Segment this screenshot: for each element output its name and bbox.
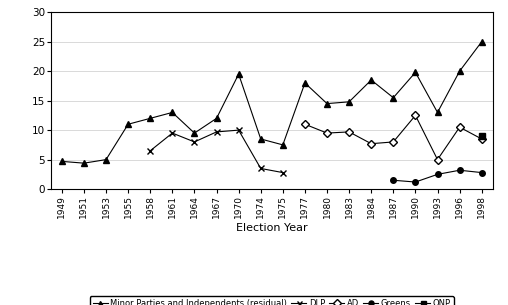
AD [434,158,440,161]
AD [346,130,352,134]
DLP [147,149,153,152]
Minor Parties and Independents (residual) [147,117,153,120]
Minor Parties and Independents (residual) [81,161,87,165]
AD [368,142,374,145]
DLP [192,140,198,144]
Minor Parties and Independents (residual) [390,96,396,99]
AD [302,122,308,126]
Line: AD: AD [302,113,485,162]
Line: DLP: DLP [147,127,285,175]
Minor Parties and Independents (residual) [125,122,131,126]
Greens [457,168,463,172]
DLP [236,128,242,132]
DLP [213,130,219,134]
Minor Parties and Independents (residual) [192,131,198,135]
Minor Parties and Independents (residual) [59,160,65,163]
Minor Parties and Independents (residual) [236,72,242,76]
DLP [280,171,286,174]
Minor Parties and Independents (residual) [324,102,330,106]
Minor Parties and Independents (residual) [213,117,219,120]
Greens [412,180,419,184]
Line: Greens: Greens [391,167,485,185]
DLP [169,131,175,135]
Minor Parties and Independents (residual) [368,78,374,82]
Legend: Minor Parties and Independents (residual), DLP, AD, Greens, ONP: Minor Parties and Independents (residual… [89,296,454,305]
AD [412,113,419,117]
AD [457,125,463,129]
Greens [390,178,396,182]
Minor Parties and Independents (residual) [457,69,463,73]
Minor Parties and Independents (residual) [280,143,286,147]
Minor Parties and Independents (residual) [346,100,352,104]
Minor Parties and Independents (residual) [169,111,175,114]
AD [479,137,485,141]
AD [324,131,330,135]
DLP [258,167,264,170]
X-axis label: Election Year: Election Year [236,223,307,233]
Line: Minor Parties and Independents (residual): Minor Parties and Independents (residual… [59,39,485,166]
Minor Parties and Independents (residual) [258,137,264,141]
Greens [434,173,440,176]
Minor Parties and Independents (residual) [434,111,440,114]
Greens [479,171,485,174]
Minor Parties and Independents (residual) [302,81,308,85]
Minor Parties and Independents (residual) [103,158,109,161]
Minor Parties and Independents (residual) [479,40,485,44]
AD [390,140,396,144]
Minor Parties and Independents (residual) [412,70,419,74]
